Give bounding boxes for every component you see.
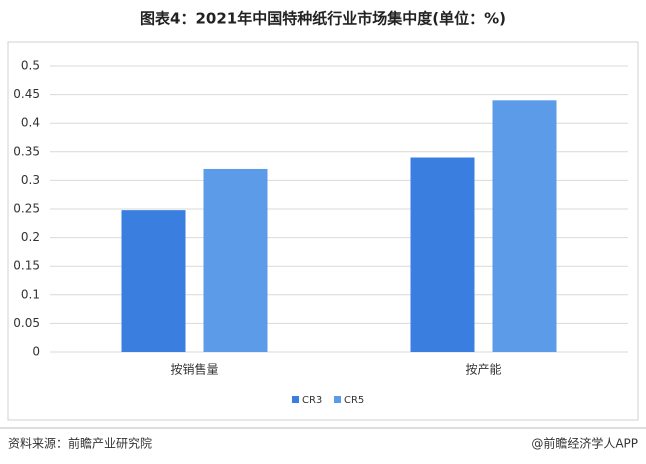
brand-note: @前瞻经济学人APP (531, 436, 638, 451)
source-note: 资料来源：前瞻产业研究院 (8, 436, 152, 451)
legend-label: CR5 (344, 395, 364, 406)
y-tick-label: 0.1 (21, 287, 40, 301)
bar (121, 210, 186, 352)
y-tick-label: 0.5 (21, 59, 40, 73)
bar (203, 168, 268, 352)
bar (492, 100, 557, 352)
y-tick-label: 0.25 (13, 202, 40, 216)
chart-frame (7, 41, 639, 421)
y-tick-label: 0.45 (13, 87, 40, 101)
legend-swatch (292, 396, 299, 403)
y-tick-label: 0 (32, 345, 40, 359)
y-tick-label: 0.4 (21, 116, 40, 130)
x-tick-label: 按产能 (465, 363, 501, 377)
legend-label: CR3 (302, 395, 322, 406)
x-tick-label: 按销售量 (170, 362, 218, 377)
y-tick-label: 0.35 (13, 144, 40, 158)
chart-title: 图表4：2021年中国特种纸行业市场集中度(单位：%) (140, 10, 506, 28)
legend-swatch (334, 396, 341, 403)
y-tick-label: 0.3 (21, 173, 40, 187)
y-tick-label: 0.05 (13, 316, 40, 330)
y-tick-label: 0.15 (13, 259, 40, 273)
bar (410, 157, 475, 352)
y-tick-label: 0.2 (21, 230, 40, 244)
